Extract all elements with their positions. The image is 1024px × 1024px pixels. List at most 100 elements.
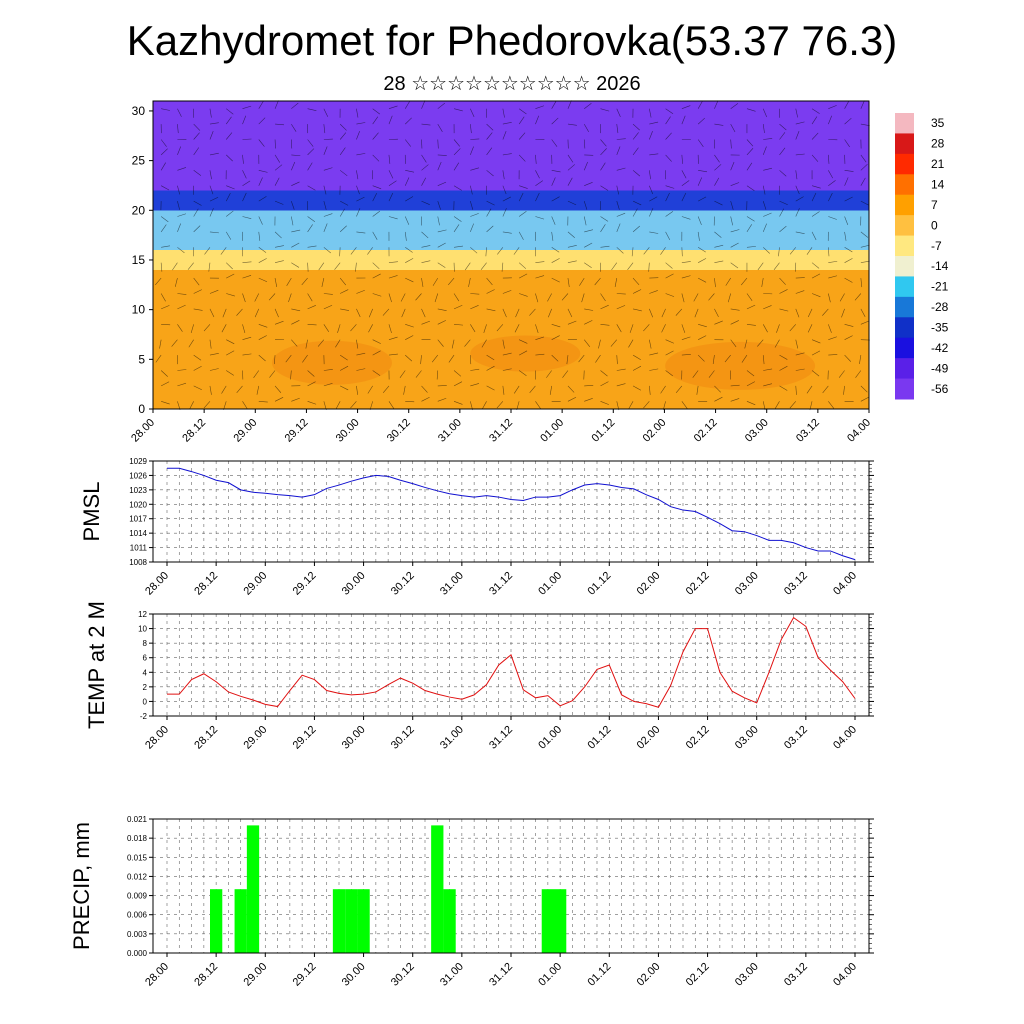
wind-barb bbox=[291, 216, 294, 226]
wind-barb bbox=[226, 350, 235, 356]
wind-barb bbox=[519, 293, 528, 297]
wind-barb bbox=[404, 139, 411, 147]
wind-barb bbox=[242, 261, 252, 263]
wind-barb bbox=[697, 139, 704, 148]
wind-barb bbox=[860, 278, 863, 288]
wind-barb bbox=[697, 354, 705, 362]
wind-barb bbox=[339, 200, 349, 206]
wind-barb bbox=[453, 108, 463, 112]
wind-barb bbox=[535, 275, 545, 279]
wind-barb bbox=[696, 385, 699, 395]
wind-barb bbox=[209, 308, 215, 318]
wind-barb bbox=[518, 108, 527, 115]
wind-barb bbox=[616, 223, 621, 233]
wind-barb bbox=[581, 293, 585, 303]
wind-barb bbox=[502, 170, 505, 180]
wind-barb bbox=[551, 231, 554, 241]
x-tick-label: 02.12 bbox=[684, 570, 712, 598]
wind-barb bbox=[258, 196, 267, 202]
wind-barb bbox=[437, 161, 442, 171]
wind-barb bbox=[220, 247, 227, 255]
wind-barb bbox=[339, 132, 347, 140]
colorbar-label: 14 bbox=[931, 178, 945, 192]
wind-barb bbox=[372, 192, 378, 202]
wind-barb bbox=[649, 131, 653, 140]
wind-barb bbox=[795, 352, 805, 356]
wind-barb bbox=[611, 262, 618, 271]
colorbar-swatch bbox=[895, 174, 914, 196]
wind-barb bbox=[172, 262, 178, 271]
wind-barb bbox=[844, 231, 847, 241]
wind-barb bbox=[860, 177, 866, 186]
wind-barb bbox=[779, 170, 787, 177]
wind-barb bbox=[649, 108, 652, 118]
wind-barb bbox=[242, 115, 247, 125]
wind-barb bbox=[795, 196, 804, 202]
wind-barb bbox=[632, 123, 640, 131]
wind-barb bbox=[305, 339, 308, 349]
wind-barb bbox=[806, 385, 813, 394]
wind-barb bbox=[746, 162, 753, 171]
wind-barb bbox=[290, 370, 292, 380]
wind-barb bbox=[372, 154, 380, 162]
wind-barb bbox=[616, 124, 619, 134]
wind-barb bbox=[404, 231, 407, 241]
wind-barb bbox=[763, 368, 773, 371]
wind-barb bbox=[432, 277, 439, 286]
wind-barb bbox=[828, 192, 833, 202]
wind-barb bbox=[740, 277, 748, 286]
wind-barb bbox=[535, 261, 545, 263]
wind-barb bbox=[860, 163, 868, 171]
wind-barb bbox=[860, 154, 867, 163]
wind-barb bbox=[437, 181, 447, 186]
wind-barb bbox=[470, 383, 480, 387]
wind-barb bbox=[307, 245, 317, 248]
wind-barb bbox=[697, 117, 706, 125]
wind-barb bbox=[600, 224, 606, 233]
wind-barb bbox=[844, 216, 849, 226]
wind-barb bbox=[155, 277, 162, 286]
colorbar-swatch bbox=[895, 358, 914, 380]
wind-barb bbox=[730, 384, 740, 387]
wind-barb bbox=[208, 262, 211, 272]
wind-barb bbox=[369, 401, 373, 411]
wind-barb bbox=[502, 339, 505, 349]
precip-bar bbox=[332, 889, 346, 953]
wind-barb bbox=[665, 370, 673, 377]
wind-barb bbox=[860, 244, 870, 248]
wind-barb bbox=[399, 370, 406, 378]
wind-barb bbox=[436, 370, 439, 380]
x-tick-label: 29.00 bbox=[241, 570, 269, 598]
wind-barb bbox=[860, 231, 869, 238]
wind-barb bbox=[513, 247, 520, 255]
wind-barb bbox=[681, 216, 691, 220]
wind-barb bbox=[844, 196, 853, 202]
wind-barb bbox=[855, 370, 862, 378]
x-tick-label: 29.12 bbox=[291, 570, 319, 598]
wind-barb bbox=[388, 115, 393, 125]
wind-barb bbox=[242, 154, 244, 164]
wind-barb bbox=[421, 385, 428, 393]
wind-barb bbox=[453, 224, 460, 233]
wind-barb bbox=[567, 278, 570, 288]
wind-barb bbox=[486, 147, 493, 156]
wind-barb bbox=[594, 277, 601, 286]
wind-barb bbox=[497, 247, 504, 255]
wind-barb bbox=[730, 242, 739, 248]
wind-barb bbox=[431, 354, 439, 363]
wind-barb bbox=[547, 308, 552, 318]
cross-section-panel: 0 5 10 15 20 25 30 28.00 28.12 29.00 29.12 30.00 30.… bbox=[129, 100, 873, 445]
y-tick-label: 10 bbox=[138, 625, 147, 634]
wind-barb bbox=[274, 385, 282, 393]
wind-barb bbox=[404, 177, 410, 186]
wind-barb bbox=[789, 247, 797, 255]
wind-barb bbox=[730, 339, 737, 348]
x-tick-label: 03.00 bbox=[733, 570, 761, 598]
wind-barb bbox=[789, 401, 797, 409]
wind-barb bbox=[334, 262, 341, 270]
wind-barb bbox=[486, 354, 495, 361]
wind-barb bbox=[661, 324, 666, 333]
wind-barb bbox=[193, 208, 199, 217]
wind-barb bbox=[535, 154, 537, 164]
y-tick-label: 1014 bbox=[129, 529, 147, 538]
